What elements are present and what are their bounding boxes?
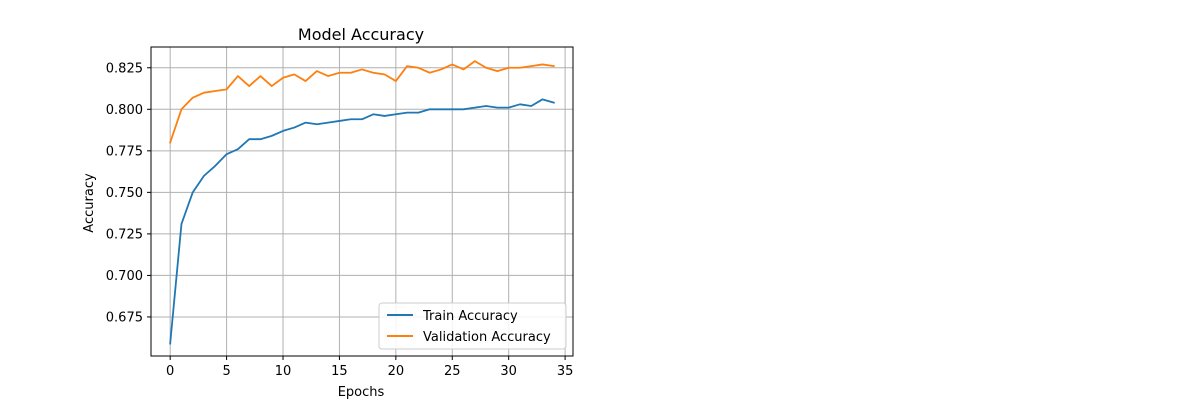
x-tick-label: 5 bbox=[222, 364, 230, 379]
grid-layer bbox=[151, 47, 573, 356]
x-tick-label: 35 bbox=[557, 364, 574, 379]
x-axis-label: Epochs bbox=[338, 385, 385, 400]
legend-label-train: Train Accuracy bbox=[422, 309, 518, 324]
y-tick-label: 0.800 bbox=[106, 103, 143, 118]
y-tick-label: 0.700 bbox=[106, 269, 143, 284]
legend: Train Accuracy Validation Accuracy bbox=[378, 302, 567, 350]
x-tick-label: 10 bbox=[275, 364, 292, 379]
series-layer bbox=[169, 60, 555, 345]
y-tick-label: 0.675 bbox=[106, 310, 143, 325]
x-tick-label: 20 bbox=[388, 364, 405, 379]
series-line-train-accuracy bbox=[169, 98, 555, 345]
y-tick-label: 0.825 bbox=[106, 61, 143, 76]
chart-title: Model Accuracy bbox=[298, 25, 424, 44]
axes-layer bbox=[150, 46, 574, 357]
x-tick-label: 25 bbox=[444, 364, 461, 379]
series-line-validation-accuracy bbox=[169, 60, 555, 144]
y-tick-label: 0.725 bbox=[106, 227, 143, 242]
y-tick-label: 0.775 bbox=[106, 144, 143, 159]
axes-frame bbox=[150, 46, 574, 357]
y-tick-label: 0.750 bbox=[106, 186, 143, 201]
y-axis-label: Accuracy bbox=[82, 173, 97, 233]
x-tick-label: 30 bbox=[500, 364, 517, 379]
legend-label-validation: Validation Accuracy bbox=[423, 330, 551, 345]
legend-box bbox=[378, 302, 567, 350]
x-tick-label: 0 bbox=[166, 364, 174, 379]
x-tick-label: 15 bbox=[331, 364, 348, 379]
tick-layer: 0 5 10 15 20 25 30 35 0.675 0.700 0.725 0.750 0.775 0… bbox=[106, 61, 574, 379]
